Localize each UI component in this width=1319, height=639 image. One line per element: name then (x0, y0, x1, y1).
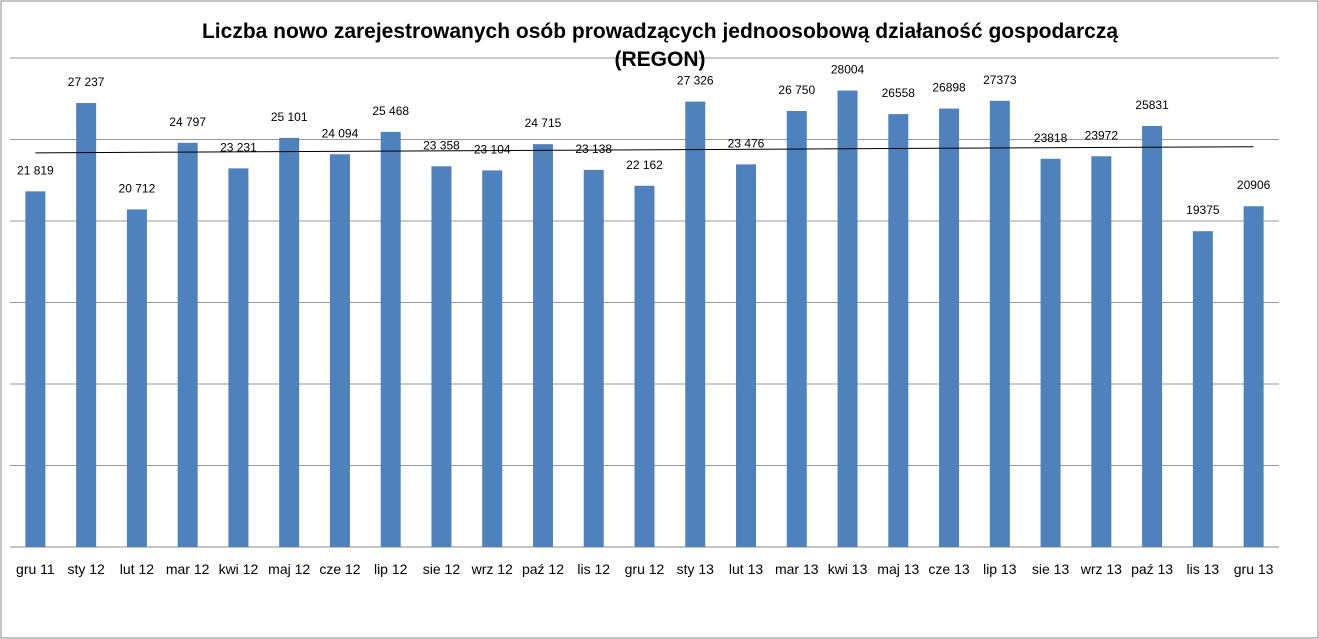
value-label: 27 237 (68, 75, 105, 89)
value-label: 23 476 (728, 136, 765, 150)
bar (939, 108, 960, 548)
bar (380, 131, 401, 548)
bar (177, 142, 198, 547)
value-label: 23 138 (575, 142, 612, 156)
value-label: 27 326 (677, 74, 714, 88)
x-tick-label: paź 13 (1131, 561, 1173, 577)
value-label: 26 750 (778, 83, 815, 97)
bar (76, 103, 97, 548)
x-tick-label: mar 13 (775, 561, 819, 577)
bar (1243, 206, 1264, 548)
bar (431, 166, 452, 548)
x-tick-label: gru 13 (1234, 561, 1274, 577)
value-label: 25 468 (372, 104, 409, 118)
x-tick-label: lip 12 (374, 561, 408, 577)
x-tick-label: sie 13 (1032, 561, 1070, 577)
value-label: 21 819 (17, 163, 54, 177)
bar (837, 90, 858, 548)
x-tick-label: paź 12 (522, 561, 564, 577)
x-tick-label: lip 13 (983, 561, 1017, 577)
chart-title: Liczba nowo zarejestrowanych osób prowad… (201, 20, 1119, 71)
bar (279, 137, 300, 547)
x-tick-label: kwi 13 (828, 561, 868, 577)
x-tick-label: maj 13 (877, 561, 919, 577)
x-tick-label: sty 12 (67, 561, 105, 577)
bar (228, 168, 249, 547)
x-tick-label: sty 13 (677, 561, 715, 577)
bar (1192, 231, 1213, 547)
value-label: 23818 (1034, 131, 1068, 145)
x-tick-label: kwi 12 (219, 561, 259, 577)
bar (1040, 158, 1061, 547)
bar (1142, 125, 1163, 547)
value-label: 26898 (932, 81, 966, 95)
bar (786, 110, 807, 547)
x-tick-label: wrz 12 (471, 561, 513, 577)
x-tick-label: mar 12 (166, 561, 210, 577)
x-tick-label: lut 12 (120, 561, 154, 577)
value-label: 27373 (983, 73, 1017, 87)
value-label: 26558 (882, 86, 916, 100)
x-tick-label: maj 12 (268, 561, 310, 577)
trend-line (35, 146, 1254, 154)
bar (736, 164, 757, 548)
bar (482, 170, 503, 548)
x-tick-label: sie 12 (423, 561, 461, 577)
x-tick-label: cze 12 (319, 561, 360, 577)
value-label: 24 094 (322, 126, 359, 140)
bar (329, 154, 350, 547)
value-label: 24 715 (525, 116, 562, 130)
value-label: 25831 (1135, 98, 1169, 112)
x-tick-label: cze 13 (928, 561, 969, 577)
bar (583, 169, 604, 548)
bar (634, 185, 655, 547)
value-label: 23 104 (474, 142, 511, 156)
value-label: 23 358 (423, 138, 460, 152)
x-tick-label: lis 13 (1187, 561, 1220, 577)
value-label: 28004 (831, 63, 865, 77)
bar (888, 114, 909, 547)
bar (532, 144, 553, 547)
value-label: 23 231 (220, 140, 257, 154)
value-label: 24 797 (169, 115, 206, 129)
bar (685, 101, 706, 548)
x-tick-label: gru 11 (16, 561, 55, 577)
bar (126, 209, 147, 547)
value-label: 25 101 (271, 110, 308, 124)
value-label: 20 712 (119, 181, 156, 195)
x-tick-label: lut 13 (729, 561, 763, 577)
value-label: 20906 (1237, 178, 1271, 192)
bar (25, 191, 46, 548)
x-tick-label: wrz 13 (1080, 561, 1122, 577)
bar (989, 100, 1010, 547)
value-label: 22 162 (626, 158, 663, 172)
x-tick-label: lis 12 (577, 561, 610, 577)
value-label: 23972 (1085, 128, 1119, 142)
x-tick-label: gru 12 (625, 561, 665, 577)
value-label: 19375 (1186, 203, 1220, 217)
bar (1091, 156, 1112, 547)
